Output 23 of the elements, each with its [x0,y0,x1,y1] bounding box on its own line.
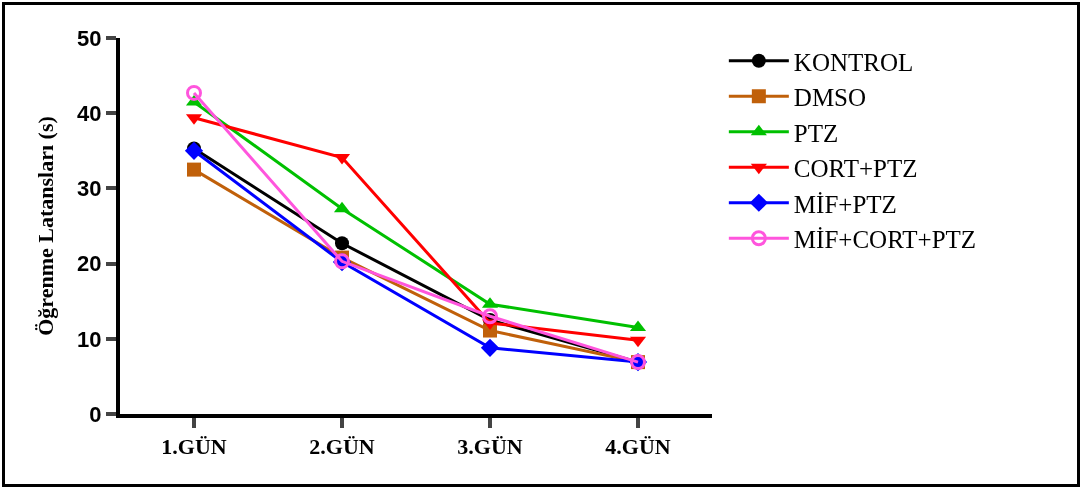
y-tick-label: 40 [77,100,102,126]
y-axis-title: Öğrenme Latansları (s) [33,116,59,336]
point [187,162,201,177]
x-tick-label: 1.GÜN [161,434,227,460]
legend-label: DMSO [793,84,867,111]
legend-label: MİF+CORT+PTZ [793,226,977,253]
y-tick-label: 10 [77,326,102,352]
y-tick-label: 20 [77,251,102,277]
x-tick-label: 2.GÜN [309,434,375,460]
point [186,84,202,101]
point [335,236,349,251]
point [482,308,498,325]
legend-label: KONTROL [793,48,914,76]
y-tick-label: 50 [77,25,102,51]
point [184,141,204,160]
point [480,338,500,357]
x-tick-label: 4.GÜN [605,434,671,460]
y-tick-label: 30 [77,176,102,202]
y-tick-label: 0 [89,401,102,427]
legend-label: PTZ [793,119,839,147]
legend-label: CORT+PTZ [793,155,918,182]
legend-label: MİF+PTZ [793,190,897,218]
x-tick-label: 3.GÜN [457,434,523,460]
